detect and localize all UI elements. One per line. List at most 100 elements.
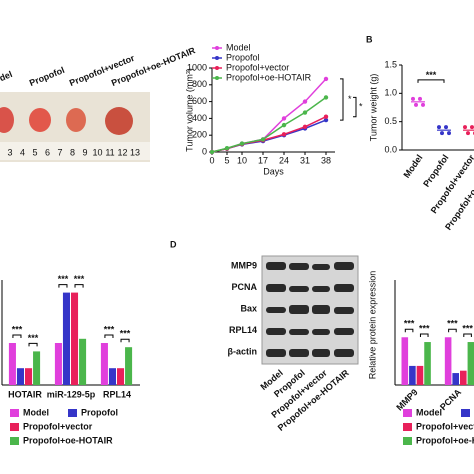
bracket: [448, 328, 457, 333]
annotation: ***: [462, 323, 473, 333]
annotation: ***: [28, 333, 39, 343]
ruler-number: 10: [92, 147, 102, 157]
x-tick-label: HOTAIR: [8, 389, 42, 399]
ruler-number: 4: [20, 147, 25, 157]
bracket: [417, 79, 445, 83]
point: [224, 146, 230, 151]
bracket: [12, 334, 22, 338]
bar: [424, 342, 431, 385]
bracket: [120, 338, 130, 343]
legend-swatch: [403, 423, 412, 431]
annotation: ***: [12, 324, 23, 334]
annotation: ***: [426, 70, 437, 80]
dot: [463, 125, 467, 130]
point: [323, 95, 329, 100]
point: [323, 117, 329, 123]
legend-marker: [215, 66, 219, 70]
point: [281, 122, 287, 128]
bracket: [28, 342, 38, 347]
annotation: ***: [419, 323, 430, 333]
annotation: ***: [120, 329, 131, 339]
bar: [54, 343, 62, 385]
y-tick-label: 0.5: [384, 116, 397, 126]
bar: [117, 368, 125, 385]
point: [302, 99, 308, 104]
legend-label: Propofol: [226, 52, 260, 62]
legend-label: Model: [226, 42, 251, 52]
x-tick-label: miR-129-5p: [47, 389, 96, 399]
ruler-number: 5: [32, 147, 37, 157]
x-tick-label: Model: [401, 153, 424, 180]
tumor: [29, 108, 51, 132]
protein-label: RPL14: [229, 325, 257, 335]
ruler-number: 9: [82, 147, 87, 157]
legend-marker: [215, 56, 219, 60]
legend-label: Propofol+oe-HOTAIR: [416, 435, 474, 445]
legend-label: Propofol+vector: [23, 421, 93, 431]
point: [302, 124, 308, 129]
legend-swatch: [68, 409, 77, 417]
ruler-number: 6: [45, 147, 50, 157]
bar: [62, 292, 70, 385]
annotation: ***: [447, 319, 458, 329]
x-axis-label: Days: [263, 166, 284, 176]
y-tick-label: 800: [192, 79, 207, 89]
ruler-number: 12: [117, 147, 127, 157]
bar: [452, 373, 459, 385]
bar: [416, 365, 424, 385]
y-tick-label: 1.0: [384, 88, 397, 98]
point: [323, 76, 329, 82]
legend-marker: [215, 46, 219, 50]
point: [323, 114, 329, 119]
legend-label: Propofol+oe-HOTAIR: [226, 72, 312, 82]
ruler-number: 13: [130, 147, 140, 157]
legend-swatch: [403, 437, 412, 445]
protein-label: Bax: [240, 303, 257, 313]
point: [239, 141, 245, 146]
y-tick-label: 600: [192, 96, 207, 106]
bracket: [104, 334, 114, 338]
x-tick-label: 10: [237, 155, 247, 165]
y-axis-label: Tumor weight (g): [368, 74, 378, 142]
panel-label: D: [170, 239, 177, 249]
legend-marker: [215, 76, 219, 80]
dot: [421, 102, 425, 107]
legend-label: Model: [23, 407, 49, 417]
legend-label: Propofol+vector: [226, 62, 289, 72]
bracket: [340, 78, 344, 121]
bar: [444, 337, 452, 385]
legend-label: Propofol+oe-HOTAIR: [23, 435, 113, 445]
dot: [440, 131, 444, 136]
legend-label: Model: [416, 407, 442, 417]
sample-label: Model: [0, 69, 14, 88]
bar: [79, 338, 87, 385]
ruler-number: 11: [105, 147, 114, 157]
ruler-number: 7: [57, 147, 62, 157]
tumor: [105, 107, 133, 135]
y-axis-label: Tumor volume (mm³): [184, 68, 194, 152]
x-tick-label: 0: [209, 155, 214, 165]
legend-label: Propofol+vector: [416, 421, 474, 431]
bracket: [463, 333, 472, 338]
dot: [444, 125, 448, 130]
bracket: [419, 333, 429, 338]
annotation: ***: [404, 319, 415, 329]
y-tick-label: 400: [192, 113, 207, 123]
legend-swatch: [10, 423, 19, 431]
legend-swatch: [10, 409, 19, 417]
ruler-number: 8: [70, 147, 75, 157]
ruler: [0, 142, 150, 160]
dot: [470, 125, 474, 130]
legend-label: Propofol: [81, 407, 118, 417]
x-tick-label: 5: [224, 155, 229, 165]
bracket: [353, 96, 357, 118]
y-tick-label: 0.0: [384, 144, 397, 154]
x-tick-label: 24: [279, 155, 289, 165]
point: [209, 149, 215, 155]
sample-label: Propofol: [28, 65, 66, 88]
annotation: *: [359, 101, 363, 111]
dot: [447, 131, 451, 136]
x-tick-label: 38: [321, 155, 331, 165]
x-tick-label: RPL14: [103, 389, 131, 399]
bar: [33, 351, 41, 385]
